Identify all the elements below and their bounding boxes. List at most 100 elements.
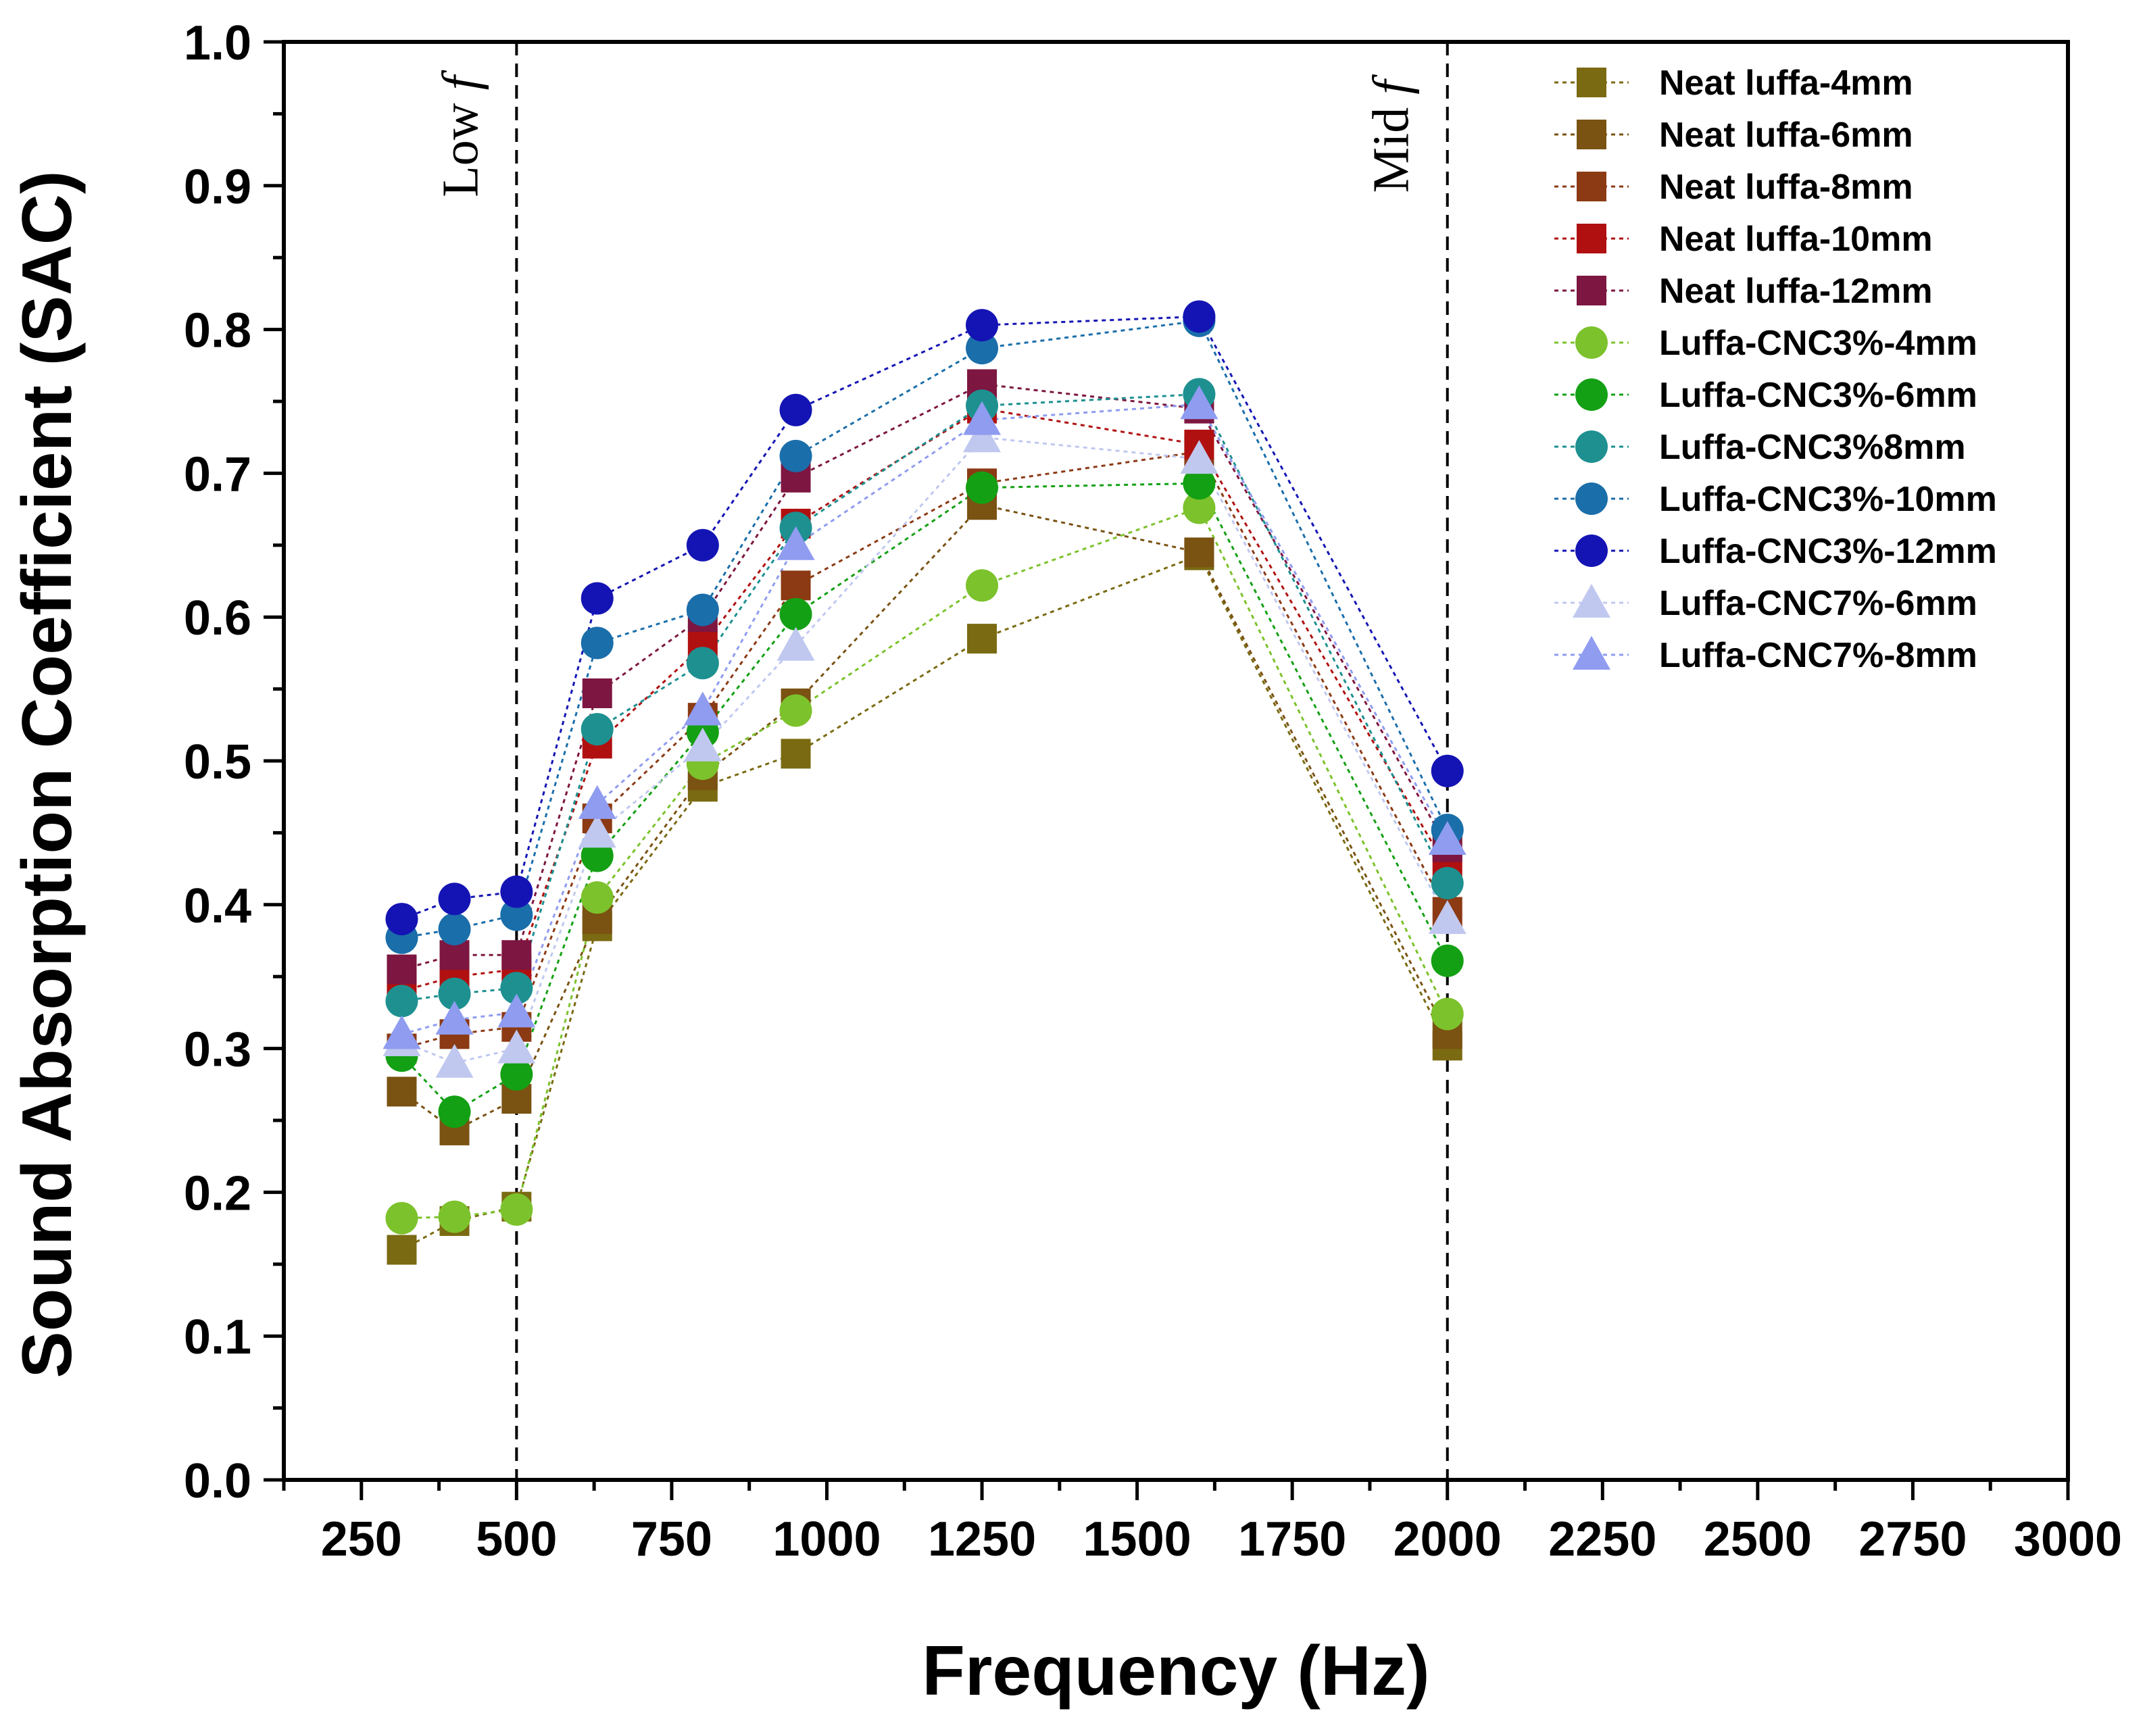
x-tick-label: 2500 [1704,1512,1812,1566]
legend-marker [1575,378,1608,411]
legend: Neat luffa-4mm Neat luffa-6mm Neat luffa-8… [1554,64,1997,675]
legend-label: Neat luffa-12mm [1659,272,1933,311]
data-point [779,393,812,426]
series-line [401,403,1449,1035]
series-line [401,506,1449,1220]
data-point [497,993,536,1028]
y-tick-label: 0.3 [184,1023,251,1077]
data-point [1431,866,1464,899]
legend-label: Luffa-CNC3%-10mm [1659,480,1997,519]
legend-marker [1577,276,1606,305]
legend-label: Luffa-CNC7%-6mm [1659,584,1977,623]
reference-label-main: Mid [1363,95,1420,193]
y-tick-label: 0.8 [184,304,251,358]
data-point [581,713,614,746]
data-point [967,624,997,654]
y-tick-label: 0.9 [184,160,251,214]
x-tick-label: 1500 [1083,1512,1191,1566]
data-point [963,418,1002,453]
reference-label: Low f [432,70,489,197]
data-point [686,593,719,626]
y-tick-label: 0.2 [184,1166,251,1220]
legend-marker [1573,584,1610,618]
legend-label: Luffa-CNC7%-8mm [1659,636,1977,675]
data-point [779,439,812,472]
x-tick-label: 1250 [928,1512,1036,1566]
data-point [387,1235,417,1265]
data-point [966,569,999,602]
data-point [500,1058,533,1091]
y-tick-label: 1.0 [184,16,251,70]
reference-label: Mid f [1363,74,1420,193]
y-tick-label: 0.6 [184,591,251,645]
reference-label-italic: f [1363,74,1420,95]
data-point [385,985,418,1018]
data-point [581,839,614,872]
x-tick-label: 1000 [772,1512,881,1566]
data-point [383,1015,421,1049]
legend-item: Neat luffa-6mm [1554,116,1913,155]
legend-item: Neat luffa-4mm [1554,64,1913,103]
x-tick-label: 500 [476,1512,557,1566]
data-point [966,471,999,504]
data-point [776,626,815,661]
legend-label: Neat luffa-6mm [1659,116,1913,155]
legend-label: Luffa-CNC3%-6mm [1659,376,1977,415]
data-point [582,678,612,708]
data-point [438,883,471,916]
legend-marker [1577,224,1606,253]
data-point [438,977,471,1010]
data-point [1183,491,1216,524]
legend-marker [1575,326,1608,359]
series-line [401,407,1449,992]
data-point [1431,754,1464,787]
series-lines [401,315,1449,1251]
data-point [779,597,812,630]
data-point [1428,821,1466,855]
data-point [578,785,616,819]
data-point [438,1095,471,1129]
legend-marker [1575,430,1608,463]
legend-marker [1575,482,1608,515]
data-point [683,727,722,762]
series-line [401,393,1449,1002]
legend-item: Luffa-CNC3%-12mm [1554,532,1997,571]
data-point [435,1001,474,1035]
legend-marker [1577,68,1606,97]
data-point [781,570,811,601]
data-point [387,954,417,985]
y-tick-label: 0.5 [184,735,251,789]
legend-label: Luffa-CNC3%8mm [1659,428,1966,467]
legend-item: Luffa-CNC3%-6mm [1554,376,1977,415]
y-axis-ticks: 0.0 0.1 0.2 0.3 0.4 0.5 0.6 0.7 0.8 0.9 1.0 [184,16,284,1508]
y-tick-label: 0.7 [184,447,251,501]
legend-marker [1577,172,1606,201]
x-tick-label: 2000 [1394,1512,1502,1566]
data-point [1180,440,1218,474]
legend-item: Luffa-CNC7%-6mm [1554,584,1977,623]
series-line [401,503,1449,1132]
data-point [435,1043,474,1078]
x-tick-label: 1750 [1238,1512,1346,1566]
series-line [401,315,1449,920]
data-point [776,526,815,560]
data-point [1431,944,1464,977]
data-point [500,875,533,908]
legend-marker [1577,120,1606,149]
data-point [500,898,533,931]
data-point [963,401,1002,435]
legend-marker [1575,535,1608,567]
data-point [779,694,812,727]
data-point [966,309,999,342]
series-line [401,450,1449,1050]
series-line [401,436,1449,1064]
data-point [1183,467,1216,500]
y-tick-label: 0.1 [184,1310,251,1364]
data-point [966,332,999,365]
data-point [581,626,614,660]
data-point [387,1076,417,1107]
x-axis-title: Frequency (Hz) [922,1632,1429,1710]
data-point [1180,385,1218,420]
reference-label-main: Low [432,90,489,197]
